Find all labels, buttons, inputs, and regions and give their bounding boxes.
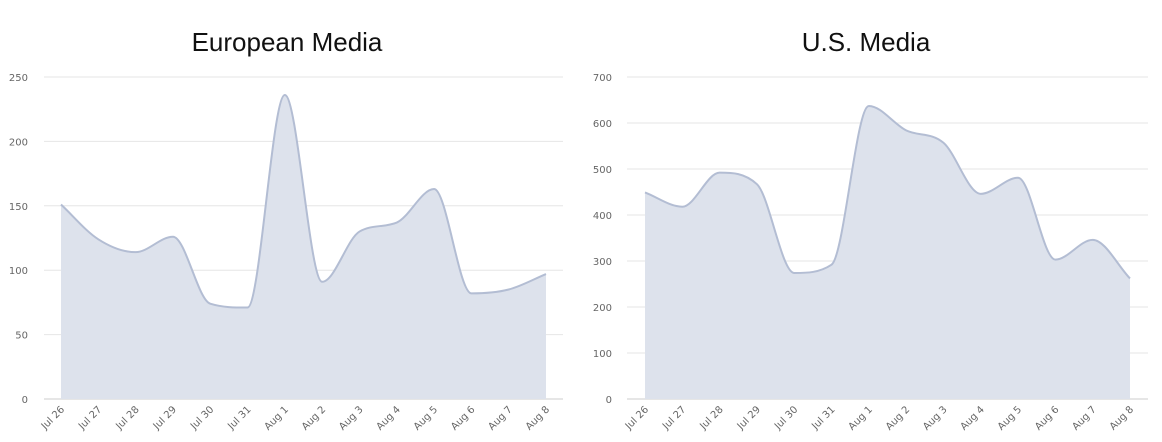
data-point: Aug 8: 97 — [543, 271, 549, 277]
x-tick-label: Aug 3 — [921, 404, 949, 432]
x-tick-label: Jul 31 — [809, 404, 837, 432]
data-point: Aug 4: 137 — [394, 220, 400, 226]
x-tick-label: Aug 2 — [884, 404, 912, 432]
series-area — [61, 95, 546, 400]
y-tick-label: 200 — [9, 137, 28, 148]
x-tick-label: Aug 8 — [524, 404, 552, 432]
data-point: Jul 29: 126 — [170, 234, 176, 240]
data-point: Aug 2: 584 — [903, 127, 909, 133]
data-point: Aug 3: 130 — [356, 229, 362, 235]
data-point: Jul 27: 124 — [95, 236, 101, 242]
series-line — [644, 104, 1131, 280]
data-point: Aug 2: 91 — [319, 279, 325, 285]
data-point: Jul 28: 114 — [133, 249, 139, 255]
y-tick-label: 100 — [9, 266, 28, 277]
data-point: Aug 7: 85 — [506, 287, 512, 293]
y-tick-label: 0 — [22, 395, 28, 406]
x-tick-label: Jul 30 — [772, 404, 800, 432]
x-tick-label: Aug 8 — [1108, 404, 1136, 432]
x-tick-label: Jul 26 — [39, 404, 67, 432]
x-tick-label: Jul 28 — [113, 404, 141, 432]
data-point: Aug 1: 637 — [866, 103, 872, 109]
data-point: Aug 4: 446 — [978, 191, 984, 197]
x-tick-label: Jul 28 — [697, 404, 725, 432]
x-tick-label: Jul 31 — [225, 404, 253, 432]
x-tick-label: Jul 26 — [623, 404, 651, 432]
x-tick-label: Aug 5 — [996, 404, 1024, 432]
x-tick-label: Aug 6 — [449, 404, 477, 432]
y-tick-label: 400 — [593, 211, 612, 222]
data-point: Jul 31: 292 — [829, 262, 835, 268]
data-point: Aug 1: 236 — [282, 92, 288, 98]
y-tick-label: 300 — [593, 257, 612, 268]
x-tick-label: Aug 7 — [486, 404, 514, 432]
x-tick-label: Aug 2 — [300, 404, 328, 432]
x-tick-label: Aug 1 — [847, 404, 875, 432]
x-tick-label: Aug 6 — [1033, 404, 1061, 432]
x-tick-label: Aug 1 — [263, 404, 291, 432]
y-tick-label: 600 — [593, 119, 612, 130]
data-point: Aug 5: 481 — [1015, 175, 1021, 181]
x-tick-label: Aug 7 — [1070, 404, 1098, 432]
x-tick-label: Jul 27 — [76, 404, 104, 432]
us-media-chart: U.S. Media 0 100 200 300 400 500 600 700 Jul 26:… — [593, 27, 1148, 433]
data-point: Aug 8: 262 — [1127, 275, 1133, 281]
data-point: Jul 28: 492 — [717, 170, 723, 176]
data-point: Jul 30: 74 — [207, 301, 213, 307]
x-tick-label: Jul 29 — [735, 404, 763, 432]
x-tick-label: Jul 29 — [151, 404, 179, 432]
series-area — [645, 105, 1130, 399]
y-tick-label: 500 — [593, 165, 612, 176]
y-tick-label: 200 — [593, 303, 612, 314]
x-tick-label: Aug 4 — [375, 404, 403, 432]
y-tick-label: 250 — [9, 73, 28, 84]
european-media-chart: European Media 0 50 100 150 200 250 Jul 26: 15… — [9, 27, 563, 433]
data-point: Jul 29: 467 — [754, 181, 760, 187]
x-tick-label: Aug 4 — [959, 404, 987, 432]
y-tick-label: 150 — [9, 202, 28, 213]
y-tick-label: 100 — [593, 349, 612, 360]
y-tick-label: 0 — [606, 395, 612, 406]
x-tick-label: Aug 5 — [412, 404, 440, 432]
data-point: Aug 6: 303 — [1052, 257, 1058, 263]
data-point: Aug 3: 557 — [940, 140, 946, 146]
data-point: Jul 27: 418 — [679, 204, 685, 210]
x-tick-label: Jul 30 — [188, 404, 216, 432]
data-point: Jul 26: 449 — [642, 189, 648, 195]
chart-title: U.S. Media — [802, 27, 931, 57]
data-point: Jul 31: 71 — [245, 305, 251, 311]
data-point: Aug 5: 163 — [431, 186, 437, 192]
series-line — [60, 94, 547, 309]
x-tick-label: Aug 3 — [337, 404, 365, 432]
data-point: Jul 30: 274 — [791, 270, 797, 276]
y-tick-label: 700 — [593, 73, 612, 84]
chart-title: European Media — [192, 27, 383, 57]
x-tick-label: Jul 27 — [660, 404, 688, 432]
data-point: Jul 26: 151 — [58, 202, 64, 208]
data-point: Aug 6: 82 — [468, 290, 474, 296]
data-point: Aug 7: 346 — [1090, 237, 1096, 243]
y-tick-label: 50 — [15, 331, 28, 342]
